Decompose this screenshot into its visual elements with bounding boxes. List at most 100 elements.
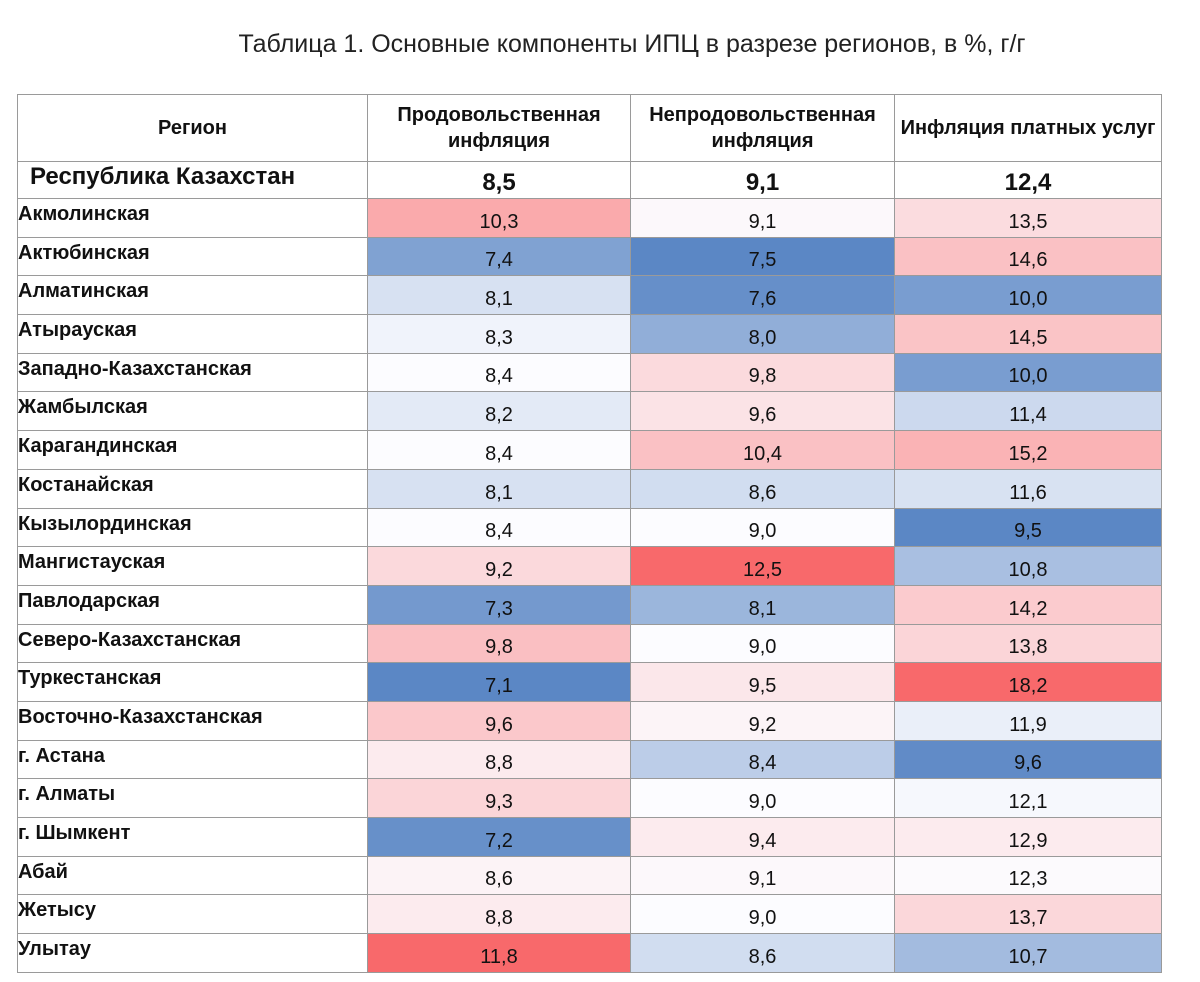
- total-nonfood: 9,1: [630, 161, 895, 199]
- services-value: 14,6: [894, 236, 1162, 277]
- total-region: Республика Казахстан: [17, 161, 368, 199]
- food-value: 8,4: [367, 352, 631, 393]
- region-name: Мангистауская: [17, 546, 368, 586]
- region-name: Костанайская: [17, 468, 368, 509]
- table-row: Атырауская 8,3 8,0 14,5: [17, 314, 1162, 354]
- food-value: 7,3: [367, 584, 631, 625]
- nonfood-value: 10,4: [630, 430, 895, 470]
- services-value: 14,2: [894, 584, 1162, 625]
- region-name: г. Шымкент: [17, 817, 368, 857]
- table-row: Улытау 11,8 8,6 10,7: [17, 933, 1162, 973]
- nonfood-value: 9,8: [630, 352, 895, 393]
- services-value: 10,8: [894, 546, 1162, 586]
- services-value: 12,9: [894, 817, 1162, 857]
- food-value: 8,3: [367, 314, 631, 354]
- nonfood-value: 8,0: [630, 314, 895, 354]
- nonfood-value: 9,4: [630, 817, 895, 857]
- services-value: 9,5: [894, 507, 1162, 548]
- table-row: Восточно-Казахстанская 9,6 9,2 11,9: [17, 700, 1162, 741]
- services-value: 15,2: [894, 430, 1162, 470]
- table-row: Карагандинская 8,4 10,4 15,2: [17, 430, 1162, 470]
- region-name: Туркестанская: [17, 662, 368, 702]
- table-row: Жамбылская 8,2 9,6 11,4: [17, 391, 1162, 432]
- table-row: Западно-Казахстанская 8,4 9,8 10,0: [17, 352, 1162, 393]
- nonfood-value: 8,6: [630, 933, 895, 973]
- food-value: 8,4: [367, 430, 631, 470]
- nonfood-value: 9,0: [630, 623, 895, 664]
- nonfood-value: 8,1: [630, 584, 895, 625]
- table-row: Мангистауская 9,2 12,5 10,8: [17, 546, 1162, 586]
- services-value: 13,5: [894, 198, 1162, 238]
- services-value: 14,5: [894, 314, 1162, 354]
- food-value: 9,2: [367, 546, 631, 586]
- header-services: Инфляция платных услуг: [894, 94, 1162, 162]
- nonfood-value: 9,2: [630, 700, 895, 741]
- food-value: 8,2: [367, 391, 631, 432]
- table-row: Актюбинская 7,4 7,5 14,6: [17, 236, 1162, 277]
- services-value: 13,8: [894, 623, 1162, 664]
- table-row: г. Алматы 9,3 9,0 12,1: [17, 778, 1162, 818]
- nonfood-value: 7,5: [630, 236, 895, 277]
- nonfood-value: 9,6: [630, 391, 895, 432]
- services-value: 10,7: [894, 933, 1162, 973]
- region-name: Алматинская: [17, 275, 368, 316]
- total-services: 12,4: [894, 161, 1162, 199]
- nonfood-value: 7,6: [630, 275, 895, 316]
- food-value: 7,2: [367, 817, 631, 857]
- services-value: 11,9: [894, 700, 1162, 741]
- food-value: 8,1: [367, 468, 631, 509]
- nonfood-value: 9,5: [630, 662, 895, 702]
- services-value: 18,2: [894, 662, 1162, 702]
- total-food: 8,5: [367, 161, 631, 199]
- region-name: Улытау: [17, 933, 368, 973]
- food-value: 8,4: [367, 507, 631, 548]
- region-name: Павлодарская: [17, 584, 368, 625]
- header-region: Регион: [17, 94, 368, 162]
- food-value: 8,8: [367, 894, 631, 935]
- food-value: 7,4: [367, 236, 631, 277]
- food-value: 8,6: [367, 855, 631, 896]
- nonfood-value: 9,0: [630, 894, 895, 935]
- services-value: 10,0: [894, 275, 1162, 316]
- table-row: Жетысу 8,8 9,0 13,7: [17, 894, 1162, 935]
- region-name: Абай: [17, 855, 368, 896]
- services-value: 9,6: [894, 739, 1162, 780]
- region-name: г. Астана: [17, 739, 368, 780]
- services-value: 12,1: [894, 778, 1162, 818]
- food-value: 9,3: [367, 778, 631, 818]
- food-value: 9,6: [367, 700, 631, 741]
- table-title: Таблица 1. Основные компоненты ИПЦ в раз…: [238, 30, 1026, 58]
- nonfood-value: 9,0: [630, 778, 895, 818]
- services-value: 12,3: [894, 855, 1162, 896]
- total-row: Республика Казахстан 8,5 9,1 12,4: [17, 161, 1162, 199]
- header-row: Регион Продовольственная инфляция Непрод…: [17, 94, 1162, 162]
- region-name: г. Алматы: [17, 778, 368, 818]
- table-row: г. Астана 8,8 8,4 9,6: [17, 739, 1162, 780]
- header-nonfood: Непродовольственная инфляция: [630, 94, 895, 162]
- region-name: Атырауская: [17, 314, 368, 354]
- food-value: 9,8: [367, 623, 631, 664]
- region-name: Жамбылская: [17, 391, 368, 432]
- table-row: Кызылординская 8,4 9,0 9,5: [17, 507, 1162, 548]
- region-name: Акмолинская: [17, 198, 368, 238]
- table-row: г. Шымкент 7,2 9,4 12,9: [17, 817, 1162, 857]
- nonfood-value: 9,1: [630, 198, 895, 238]
- table-row: Северо-Казахстанская 9,8 9,0 13,8: [17, 623, 1162, 664]
- table-row: Костанайская 8,1 8,6 11,6: [17, 468, 1162, 509]
- services-value: 10,0: [894, 352, 1162, 393]
- food-value: 7,1: [367, 662, 631, 702]
- table-row: Акмолинская 10,3 9,1 13,5: [17, 198, 1162, 238]
- food-value: 10,3: [367, 198, 631, 238]
- region-name: Восточно-Казахстанская: [17, 700, 368, 741]
- region-name: Жетысу: [17, 894, 368, 935]
- table-row: Туркестанская 7,1 9,5 18,2: [17, 662, 1162, 702]
- region-name: Карагандинская: [17, 430, 368, 470]
- nonfood-value: 9,0: [630, 507, 895, 548]
- header-food: Продовольственная инфляция: [367, 94, 631, 162]
- nonfood-value: 8,6: [630, 468, 895, 509]
- region-name: Западно-Казахстанская: [17, 352, 368, 393]
- food-value: 8,1: [367, 275, 631, 316]
- services-value: 13,7: [894, 894, 1162, 935]
- table-row: Павлодарская 7,3 8,1 14,2: [17, 584, 1162, 625]
- food-value: 8,8: [367, 739, 631, 780]
